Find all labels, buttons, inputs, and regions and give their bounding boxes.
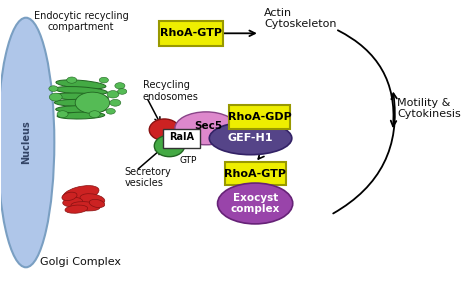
Ellipse shape — [154, 135, 184, 157]
Ellipse shape — [0, 18, 55, 267]
Ellipse shape — [115, 83, 125, 89]
Text: RhoA-GTP: RhoA-GTP — [160, 28, 222, 38]
Ellipse shape — [55, 87, 108, 95]
Text: RalA: RalA — [169, 132, 194, 142]
FancyBboxPatch shape — [225, 162, 286, 186]
Ellipse shape — [107, 91, 119, 98]
Ellipse shape — [67, 77, 77, 83]
Text: Exocyst
complex: Exocyst complex — [230, 193, 280, 214]
Ellipse shape — [71, 202, 100, 211]
Text: Recycling
endosomes: Recycling endosomes — [143, 80, 199, 102]
Text: Secretory
vesicles: Secretory vesicles — [125, 167, 171, 188]
Ellipse shape — [49, 93, 62, 101]
FancyBboxPatch shape — [163, 129, 201, 148]
Text: RhoA-GTP: RhoA-GTP — [224, 169, 286, 179]
Text: RhoA-GDP: RhoA-GDP — [228, 112, 292, 122]
Ellipse shape — [56, 106, 106, 113]
Ellipse shape — [175, 112, 237, 145]
Text: Sec5: Sec5 — [194, 121, 222, 131]
Ellipse shape — [118, 89, 127, 94]
Ellipse shape — [57, 112, 105, 119]
Ellipse shape — [218, 183, 293, 224]
Text: Nucleus: Nucleus — [21, 121, 31, 164]
Ellipse shape — [62, 192, 77, 201]
Ellipse shape — [54, 93, 109, 101]
Ellipse shape — [80, 194, 105, 205]
Text: GEF-H1: GEF-H1 — [228, 133, 273, 143]
Ellipse shape — [63, 186, 99, 201]
Ellipse shape — [149, 119, 180, 141]
Ellipse shape — [210, 122, 292, 155]
Ellipse shape — [55, 99, 108, 107]
Ellipse shape — [49, 86, 58, 91]
Ellipse shape — [57, 111, 68, 117]
Ellipse shape — [56, 80, 106, 89]
Ellipse shape — [63, 198, 82, 207]
Text: Actin
Cytoskeleton: Actin Cytoskeleton — [264, 8, 337, 29]
Ellipse shape — [99, 77, 109, 83]
Text: Endocytic recycling
compartment: Endocytic recycling compartment — [34, 11, 128, 32]
Ellipse shape — [65, 205, 88, 213]
FancyBboxPatch shape — [159, 21, 223, 46]
Ellipse shape — [110, 99, 121, 106]
Ellipse shape — [75, 92, 109, 113]
Text: Motility &
Cytokinesis: Motility & Cytokinesis — [397, 98, 461, 119]
Ellipse shape — [106, 109, 115, 114]
Ellipse shape — [89, 200, 105, 207]
FancyBboxPatch shape — [229, 105, 290, 129]
Ellipse shape — [89, 111, 100, 117]
Text: GTP: GTP — [180, 156, 197, 164]
Text: Golgi Complex: Golgi Complex — [40, 257, 121, 267]
